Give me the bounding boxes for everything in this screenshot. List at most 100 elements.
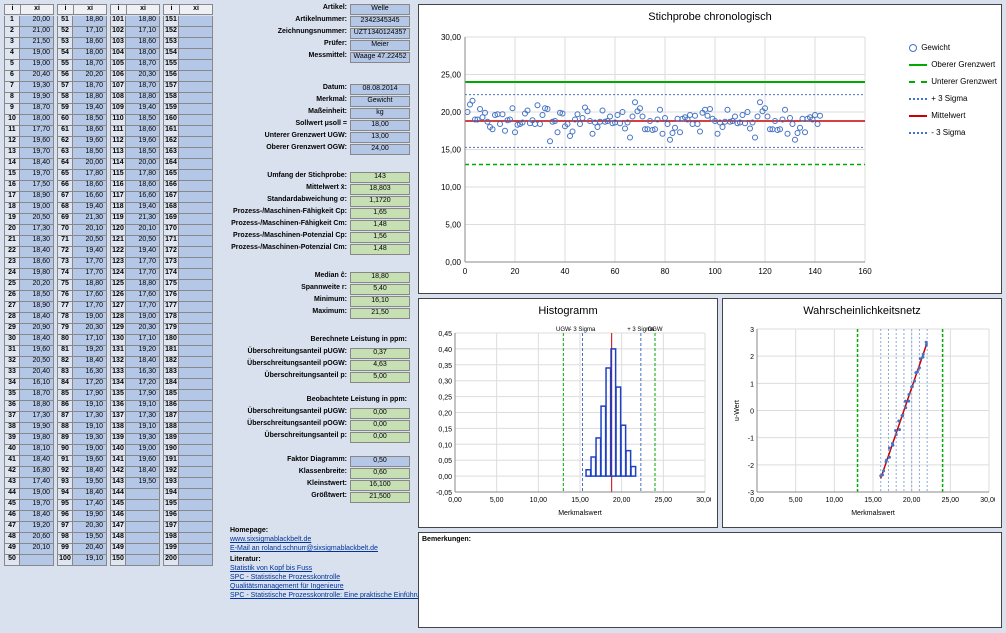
row-value[interactable] [179, 280, 213, 291]
row-value[interactable]: 18,50 [126, 115, 160, 126]
row-value[interactable]: 19,00 [126, 313, 160, 324]
row-value[interactable]: 18,40 [126, 467, 160, 478]
row-value[interactable]: 19,40 [126, 203, 160, 214]
row-value[interactable]: 16,60 [126, 192, 160, 203]
row-value[interactable] [179, 478, 213, 489]
info-value[interactable]: 16,10 [350, 296, 410, 307]
row-value[interactable]: 17,80 [126, 170, 160, 181]
info-value[interactable]: 1,48 [350, 244, 410, 255]
row-value[interactable]: 19,10 [126, 423, 160, 434]
row-value[interactable] [179, 533, 213, 544]
row-value[interactable]: 19,30 [73, 434, 107, 445]
row-value[interactable]: 19,90 [73, 511, 107, 522]
row-value[interactable]: 18,00 [20, 115, 54, 126]
info-value[interactable]: 0,50 [350, 456, 410, 467]
row-value[interactable] [126, 511, 160, 522]
row-value[interactable]: 20,00 [126, 159, 160, 170]
row-value[interactable]: 16,80 [20, 467, 54, 478]
row-value[interactable]: 18,60 [126, 38, 160, 49]
info-value[interactable]: 0,60 [350, 468, 410, 479]
row-value[interactable]: 19,90 [20, 93, 54, 104]
row-value[interactable]: 18,70 [126, 82, 160, 93]
row-value[interactable] [20, 555, 54, 566]
row-value[interactable]: 20,10 [20, 544, 54, 555]
row-value[interactable]: 19,10 [73, 555, 107, 566]
row-value[interactable]: 19,50 [126, 478, 160, 489]
info-value[interactable]: 1,65 [350, 208, 410, 219]
row-value[interactable]: 19,60 [73, 137, 107, 148]
row-value[interactable] [179, 93, 213, 104]
row-value[interactable] [179, 38, 213, 49]
info-value[interactable]: 5,40 [350, 284, 410, 295]
row-value[interactable]: 19,30 [126, 434, 160, 445]
row-value[interactable] [179, 412, 213, 423]
row-value[interactable]: 18,40 [73, 489, 107, 500]
row-value[interactable]: 20,30 [126, 324, 160, 335]
row-value[interactable]: 19,20 [20, 522, 54, 533]
row-value[interactable] [179, 214, 213, 225]
info-value[interactable]: 21,50 [350, 308, 410, 319]
info-value[interactable]: 4,63 [350, 360, 410, 371]
row-value[interactable]: 18,50 [73, 148, 107, 159]
row-value[interactable]: 18,00 [73, 49, 107, 60]
row-value[interactable]: 19,30 [20, 82, 54, 93]
row-value[interactable]: 19,40 [73, 203, 107, 214]
info-value[interactable]: Gewicht [350, 96, 410, 107]
row-value[interactable] [179, 225, 213, 236]
row-value[interactable] [179, 500, 213, 511]
row-value[interactable]: 21,50 [20, 38, 54, 49]
row-value[interactable]: 19,60 [126, 137, 160, 148]
row-value[interactable] [179, 115, 213, 126]
info-value[interactable]: UZT1340124357 [350, 28, 410, 39]
info-value[interactable]: 13,00 [350, 132, 410, 143]
row-value[interactable]: 20,30 [126, 71, 160, 82]
row-value[interactable]: 18,40 [20, 159, 54, 170]
row-value[interactable]: 17,10 [126, 335, 160, 346]
row-value[interactable] [179, 82, 213, 93]
row-value[interactable]: 18,40 [73, 467, 107, 478]
info-value[interactable]: kg [350, 108, 410, 119]
row-value[interactable]: 17,30 [73, 412, 107, 423]
row-value[interactable] [126, 522, 160, 533]
row-value[interactable]: 20,20 [20, 280, 54, 291]
row-value[interactable]: 17,10 [73, 27, 107, 38]
row-value[interactable]: 17,10 [73, 335, 107, 346]
row-value[interactable]: 18,60 [73, 126, 107, 137]
row-value[interactable]: 18,50 [20, 291, 54, 302]
row-value[interactable] [179, 49, 213, 60]
row-value[interactable] [179, 302, 213, 313]
row-value[interactable]: 19,50 [73, 478, 107, 489]
info-value[interactable]: 143 [350, 172, 410, 183]
row-value[interactable] [179, 544, 213, 555]
info-value[interactable]: 0,00 [350, 432, 410, 443]
row-value[interactable]: 17,20 [73, 379, 107, 390]
row-value[interactable]: 18,40 [126, 357, 160, 368]
row-value[interactable]: 18,80 [73, 93, 107, 104]
row-value[interactable]: 18,80 [73, 16, 107, 27]
row-value[interactable]: 19,20 [73, 346, 107, 357]
row-value[interactable]: 18,80 [20, 401, 54, 412]
info-value[interactable]: 0,00 [350, 420, 410, 431]
row-value[interactable]: 19,80 [20, 434, 54, 445]
row-value[interactable]: 19,40 [126, 247, 160, 258]
row-value[interactable]: 18,80 [126, 93, 160, 104]
row-value[interactable]: 19,40 [126, 104, 160, 115]
row-value[interactable]: 19,70 [20, 500, 54, 511]
row-value[interactable]: 18,80 [73, 280, 107, 291]
row-value[interactable]: 16,30 [126, 368, 160, 379]
info-value[interactable]: Welle [350, 4, 410, 15]
row-value[interactable]: 16,10 [20, 379, 54, 390]
row-value[interactable]: 20,10 [126, 225, 160, 236]
row-value[interactable]: 16,30 [73, 368, 107, 379]
row-value[interactable]: 19,00 [73, 445, 107, 456]
row-value[interactable]: 17,70 [73, 302, 107, 313]
info-value[interactable]: Meier [350, 40, 410, 51]
row-value[interactable]: 19,50 [73, 533, 107, 544]
row-value[interactable]: 18,00 [126, 49, 160, 60]
row-value[interactable] [179, 137, 213, 148]
row-value[interactable]: 20,30 [73, 324, 107, 335]
row-value[interactable] [179, 313, 213, 324]
row-value[interactable] [179, 269, 213, 280]
info-value[interactable]: 24,00 [350, 144, 410, 155]
row-value[interactable] [179, 258, 213, 269]
